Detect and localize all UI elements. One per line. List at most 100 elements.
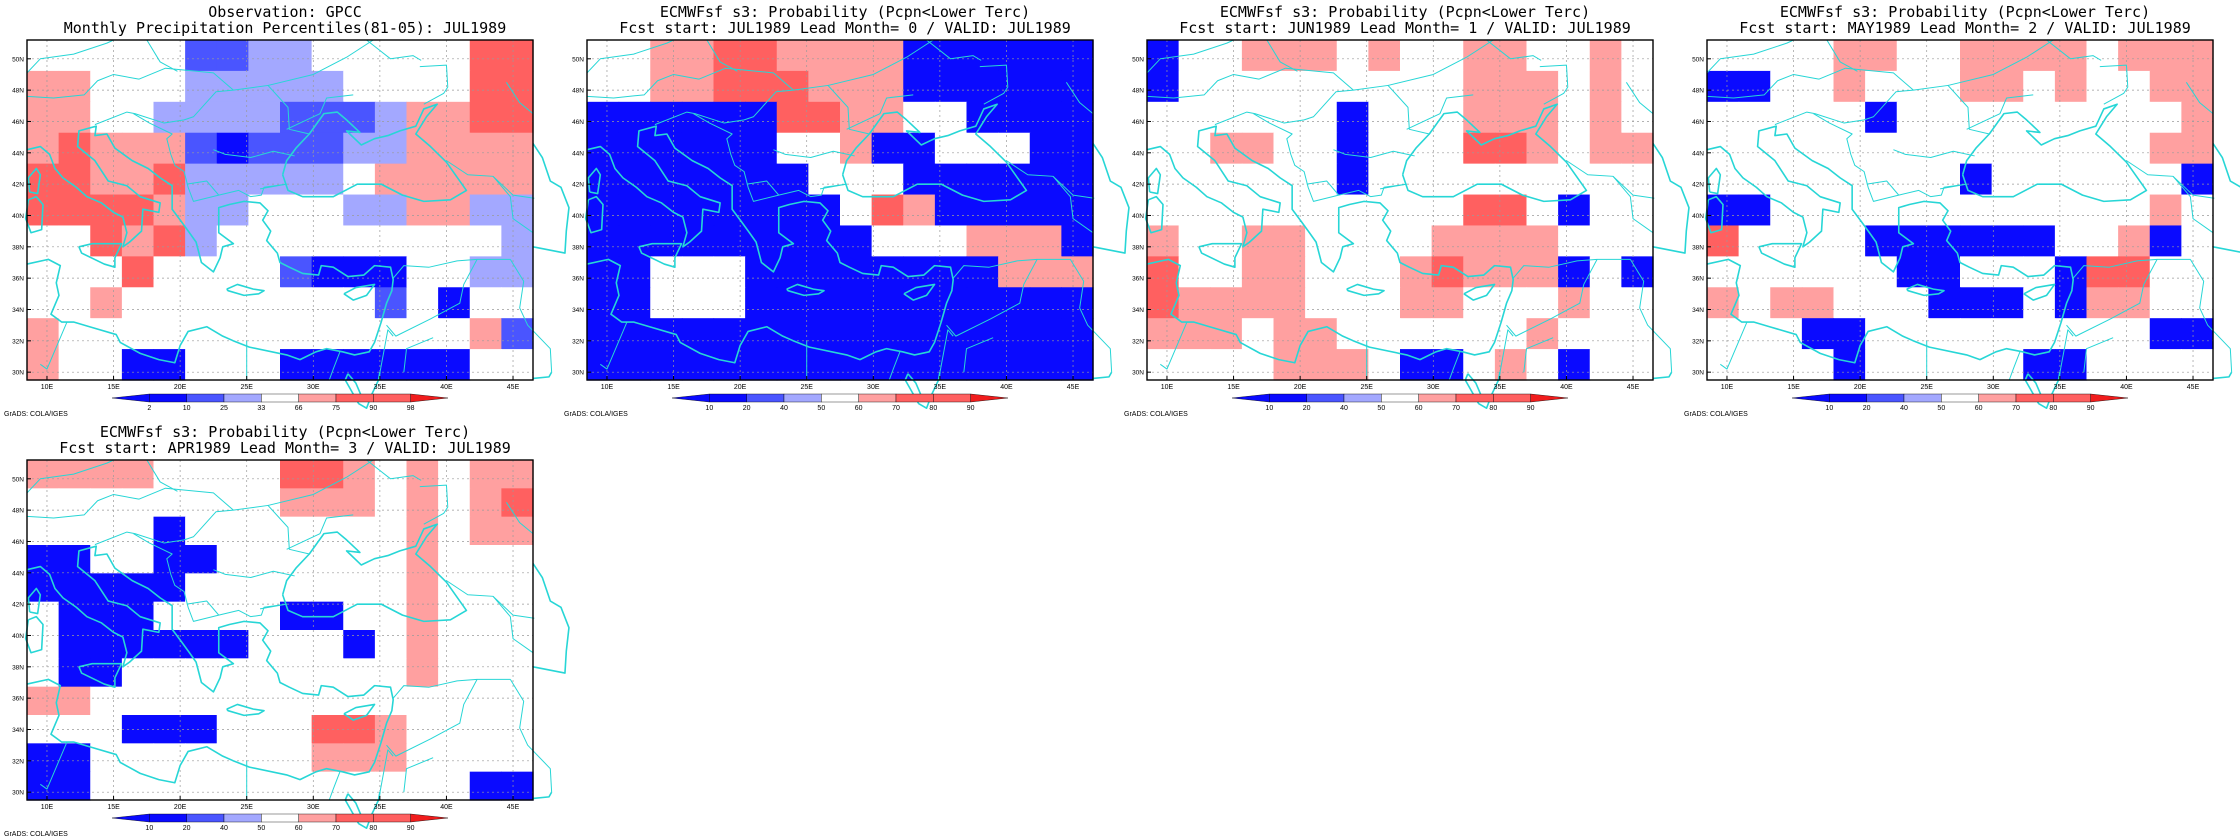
grid-cell [1210,349,1243,381]
grid-cell [1621,225,1654,257]
grid-cell [216,40,249,72]
grid-cell [1707,349,1740,381]
y-tick-label: 44N [572,150,584,157]
x-tick-label: 30E [307,804,320,811]
x-tick-label: 25E [1920,384,1933,391]
grid-cell [840,287,873,319]
grid-cell [501,349,534,381]
coastlines [24,459,570,830]
grid-cell [58,488,91,518]
map-frame [26,459,534,801]
grid-cell [1368,287,1401,319]
grid-cell [185,70,218,103]
grid-cell [216,630,249,659]
legend-swatch [671,393,710,403]
grid-cell [311,101,344,134]
grid-cell [1621,318,1654,350]
grid-cell [343,101,376,134]
border-line [1406,94,1474,130]
grid-cell [1029,287,1062,319]
grid-cell [1928,163,1961,196]
legend-label: 98 [407,405,415,412]
grid-cell [248,194,281,227]
legend-label: 70 [332,825,340,832]
grid-cell [2149,101,2182,134]
border-line [1893,149,1975,159]
grid-cell [681,349,715,381]
grid-cell [438,318,471,350]
border-line [1379,183,1407,190]
grid-cell [58,460,91,489]
grid-cell [2023,163,2056,196]
grid-cell [2118,318,2151,350]
y-tick-label: 30N [12,790,24,797]
grid-cell [1029,256,1062,288]
grid-cell [998,349,1031,381]
legend-swatch [410,393,449,403]
border-line [1333,149,1415,159]
border-line [133,533,287,622]
grid-cell [406,349,439,381]
grid-cell [1368,163,1401,196]
y-tick-label: 42N [1692,182,1704,189]
grid-cell [1029,163,1062,196]
grid-cell [27,40,60,72]
grid-cell [808,256,841,288]
coastline [841,103,1028,203]
x-tick-label: 25E [240,804,253,811]
legend-label: 50 [257,825,265,832]
grid-cell [311,488,344,518]
grid-cell [280,225,313,257]
grid-cell [1621,194,1654,227]
legend-swatch [298,813,337,823]
coastline [532,791,553,800]
grid-cell [153,488,186,518]
shading-cells [1707,40,2214,381]
legend-label: 90 [369,405,377,412]
legend-label: 80 [2049,405,2057,412]
grid-cell [280,40,313,72]
legend-label: 10 [1265,405,1273,412]
grid-cell [871,225,904,257]
legend-swatch [149,813,187,823]
grid-cell [1738,132,1771,165]
grid-cell [2181,40,2214,72]
grid-cell [1865,132,1898,165]
grid-cell [1029,194,1062,227]
grid-cell [745,163,778,196]
grid-cell [153,743,186,773]
grid-cell [745,40,778,72]
legend-swatch [1978,393,2017,403]
grid-cell [343,318,376,350]
grid-cell [1558,318,1591,350]
grid-cell [469,686,502,716]
grid-cell [934,349,968,381]
grid-cell [185,287,218,319]
grid-cell [216,545,249,574]
grid-cell [808,70,841,103]
border-line [392,258,511,279]
legend-label: 40 [1340,405,1348,412]
grid-cell [248,545,281,574]
x-tick-label: 20E [1854,384,1867,391]
border-line [2008,351,2021,381]
y-tick-label: 38N [1692,244,1704,251]
y-tick-label: 42N [572,182,584,189]
grid-cell [90,771,123,801]
grid-cell [280,658,313,688]
grid-cell [1463,194,1496,227]
y-tick-label: 40N [12,633,24,640]
grid-cell [343,70,376,103]
grid-cell [90,40,123,72]
grid-cell [1928,40,1961,72]
grid-cell [1928,287,1961,319]
grid-cell [153,287,186,319]
grid-cell [1494,194,1528,227]
grid-cell [153,225,186,257]
grid-cell [1368,101,1401,134]
grid-cell [121,101,155,134]
grid-cell [903,194,936,227]
legend-label: 75 [332,405,340,412]
grid-cell [2149,349,2182,381]
coastline [638,242,683,268]
